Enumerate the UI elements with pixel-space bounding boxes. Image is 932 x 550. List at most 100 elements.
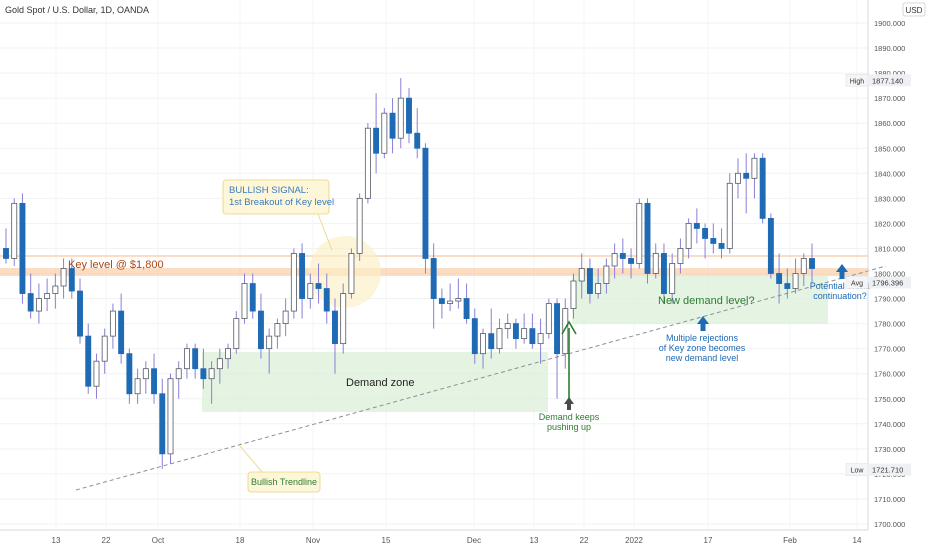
- candle-body: [529, 328, 536, 345]
- candle-body: [628, 258, 635, 264]
- x-tick-label: 18: [236, 536, 245, 545]
- green-arrow-head: [561, 320, 577, 335]
- candle-body: [323, 288, 330, 312]
- candle-body: [134, 378, 141, 395]
- candle-body: [3, 248, 9, 259]
- x-tick-label: Oct: [152, 536, 165, 545]
- x-axis: 13 22 Oct 18 Nov 15 Dec 13 22 2022 17 Feb 14: [52, 536, 862, 545]
- rejections-line1: Multiple rejections: [666, 333, 739, 343]
- x-tick-label: 13: [52, 536, 61, 545]
- candle-body: [274, 323, 281, 337]
- candle-body: [603, 265, 610, 284]
- price-label-tag: [845, 463, 869, 476]
- candle-body: [200, 368, 207, 380]
- candle-body: [463, 298, 470, 319]
- price-label-name: Avg: [851, 281, 863, 288]
- dark-arrow-icon: [564, 397, 574, 410]
- candle-body: [743, 172, 750, 179]
- zones: [0, 236, 887, 491]
- candle-body: [225, 348, 232, 360]
- trendline-connector: [239, 445, 263, 473]
- candle-body: [726, 182, 733, 249]
- candle-body: [290, 253, 297, 312]
- bullish-signal-line2: 1st Breakout of Key level: [229, 197, 334, 208]
- continuation-line1: Potential Trend: [810, 281, 871, 291]
- demand-pushing-line2: pushing up: [547, 422, 591, 432]
- candle-body: [27, 293, 34, 312]
- candle-body: [480, 333, 486, 355]
- candle-body: [126, 353, 133, 395]
- candle-body: [661, 253, 667, 294]
- candle-body: [109, 310, 116, 337]
- x-tick-label: 15: [382, 536, 391, 545]
- price-label-value: 1721.710: [872, 466, 903, 475]
- y-axis: 1900.000 1890.000 1880.000 1870.000 1860.000…: [874, 19, 905, 529]
- bullish-trendline: [75, 265, 887, 491]
- continuation-line2: continuation?: [813, 291, 867, 301]
- price-label-name: High: [850, 78, 865, 85]
- candle-body: [735, 172, 741, 184]
- rejections-line3: new demand level: [666, 353, 739, 363]
- y-tick-label: 1700.000: [874, 520, 905, 529]
- candle-body: [595, 283, 602, 294]
- candle-body: [356, 197, 363, 254]
- price-label-box: [869, 463, 911, 476]
- candle-body: [809, 258, 815, 269]
- candle-body: [406, 97, 412, 134]
- candle-body: [644, 202, 651, 274]
- bullish-signal-connector: [317, 213, 333, 251]
- candle-body: [455, 298, 462, 302]
- candle-body: [159, 393, 166, 455]
- candle-body: [175, 368, 182, 380]
- candle-body: [414, 132, 421, 149]
- y-tick-label: 1870.000: [874, 94, 905, 103]
- candle-body: [512, 323, 519, 340]
- candle-body: [702, 228, 709, 239]
- candle-body: [636, 202, 643, 264]
- candle-body: [430, 258, 437, 299]
- candle-body: [151, 368, 157, 395]
- candle-body: [677, 248, 684, 264]
- y-tick-label: 1770.000: [874, 345, 905, 354]
- candle-body: [340, 293, 347, 345]
- y-tick-label: 1890.000: [874, 44, 905, 53]
- x-tick-label: Dec: [467, 536, 481, 545]
- candle-body: [504, 323, 511, 330]
- candle-body: [669, 263, 676, 294]
- candle-body: [282, 310, 289, 325]
- candle-body: [241, 283, 248, 319]
- blue-arrow-icon: [697, 316, 709, 331]
- candle-body: [751, 157, 758, 179]
- y-tick-label: 1740.000: [874, 420, 905, 429]
- trendline-label: Bullish Trendline: [251, 477, 317, 487]
- annotations: BULLISH SIGNAL: 1st Breakout of Key leve…: [68, 179, 871, 493]
- candle-body: [718, 243, 725, 249]
- y-tick-label: 1750.000: [874, 395, 905, 404]
- price-label-tag: [845, 73, 869, 87]
- candle-body: [792, 273, 799, 289]
- price-label-value: 1877.140: [872, 76, 903, 85]
- y-tick-label: 1830.000: [874, 194, 905, 203]
- candle-body: [611, 253, 618, 267]
- candle-body: [183, 348, 190, 370]
- trendline-label-box: [247, 471, 321, 493]
- y-tick-label: 1820.000: [874, 219, 905, 228]
- candle-body: [192, 348, 199, 370]
- candle-body: [800, 258, 807, 274]
- candle-body: [118, 310, 125, 355]
- candle-body: [438, 298, 445, 304]
- price-label-tag: [845, 276, 869, 289]
- candle-body: [652, 253, 659, 274]
- candle-body: [93, 360, 100, 387]
- candle-body: [101, 335, 108, 362]
- candle-body: [496, 328, 503, 350]
- y-tick-label: 1840.000: [874, 169, 905, 178]
- candle-body: [315, 283, 322, 289]
- candle-body: [364, 127, 371, 199]
- candle-body: [249, 283, 256, 312]
- currency-box[interactable]: [902, 2, 926, 17]
- candle-body: [776, 273, 783, 284]
- rejections-line2: of Key zone becomes: [659, 343, 746, 353]
- candle-body: [11, 202, 18, 259]
